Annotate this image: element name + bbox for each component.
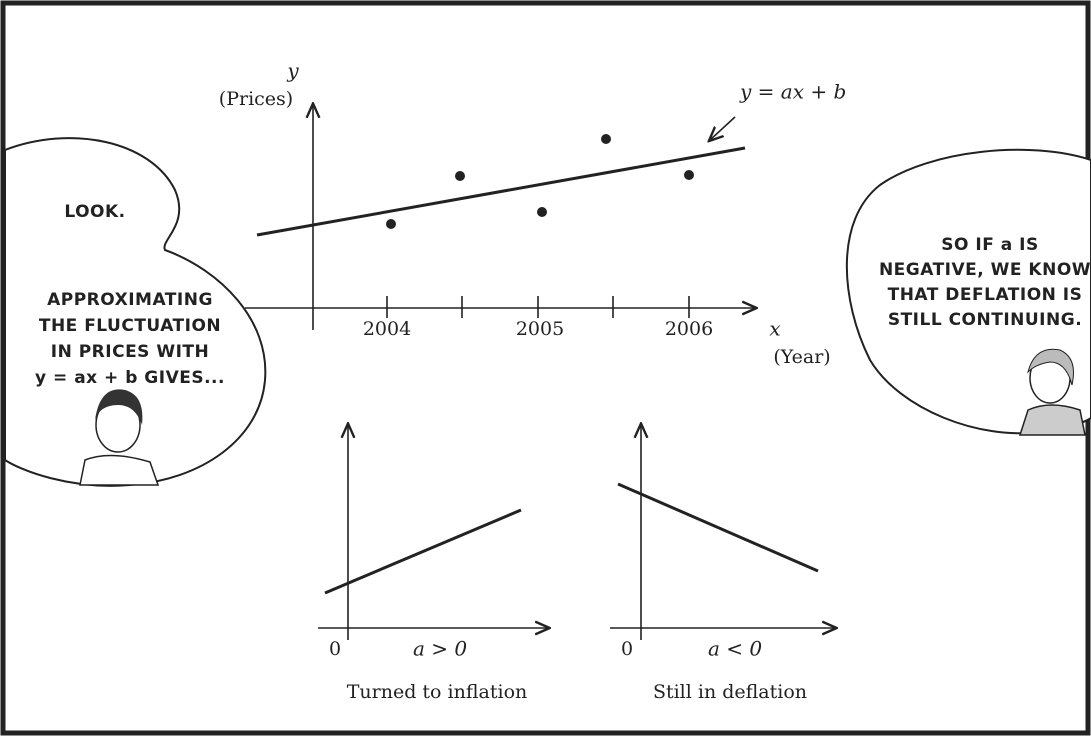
x-tick-label: 2005 bbox=[516, 318, 564, 340]
trend-line bbox=[617, 482, 819, 573]
trend-line bbox=[324, 508, 522, 595]
character-hair bbox=[95, 389, 143, 425]
character-body bbox=[79, 454, 160, 486]
point bbox=[601, 134, 611, 144]
y-unit: (Prices) bbox=[219, 88, 293, 110]
origin-label: 0 bbox=[329, 638, 341, 660]
character-body bbox=[1018, 404, 1086, 436]
points bbox=[386, 134, 694, 229]
bubble-text: NEGATIVE, WE KNOW bbox=[879, 260, 1091, 280]
pointer-arrow bbox=[710, 116, 736, 140]
caption: Turned to inflation bbox=[347, 681, 528, 703]
y-label: y bbox=[286, 59, 299, 83]
point bbox=[455, 171, 465, 181]
x-tick-label: 2004 bbox=[363, 318, 411, 340]
bubble-text: THE FLUCTUATION bbox=[39, 316, 221, 336]
bubble-text: THAT DEFLATION IS bbox=[888, 285, 1083, 305]
bubble-text: APPROXIMATING bbox=[47, 290, 213, 310]
point bbox=[684, 170, 694, 180]
condition-label: a > 0 bbox=[413, 637, 467, 661]
point bbox=[386, 219, 396, 229]
bubble-text: y = ax + b GIVES... bbox=[35, 368, 225, 388]
bubble-text: SO IF a IS bbox=[941, 235, 1038, 255]
point bbox=[537, 207, 547, 217]
caption: Still in deflation bbox=[653, 681, 807, 703]
x-label: x bbox=[769, 317, 780, 341]
character bbox=[1018, 348, 1086, 436]
bubble-text: IN PRICES WITH bbox=[51, 342, 210, 362]
x-unit: (Year) bbox=[773, 346, 830, 368]
condition-label: a < 0 bbox=[708, 637, 762, 661]
bubble-text: STILL CONTINUING. bbox=[888, 310, 1082, 330]
trend-line bbox=[256, 146, 746, 237]
character-hair bbox=[1027, 348, 1074, 386]
bubble-text: LOOK. bbox=[64, 202, 125, 222]
origin-label: 0 bbox=[621, 638, 633, 660]
ticks bbox=[386, 296, 690, 318]
x-tick-label: 2006 bbox=[665, 318, 713, 340]
equation: y = ax + b bbox=[739, 80, 846, 104]
character bbox=[79, 389, 160, 486]
